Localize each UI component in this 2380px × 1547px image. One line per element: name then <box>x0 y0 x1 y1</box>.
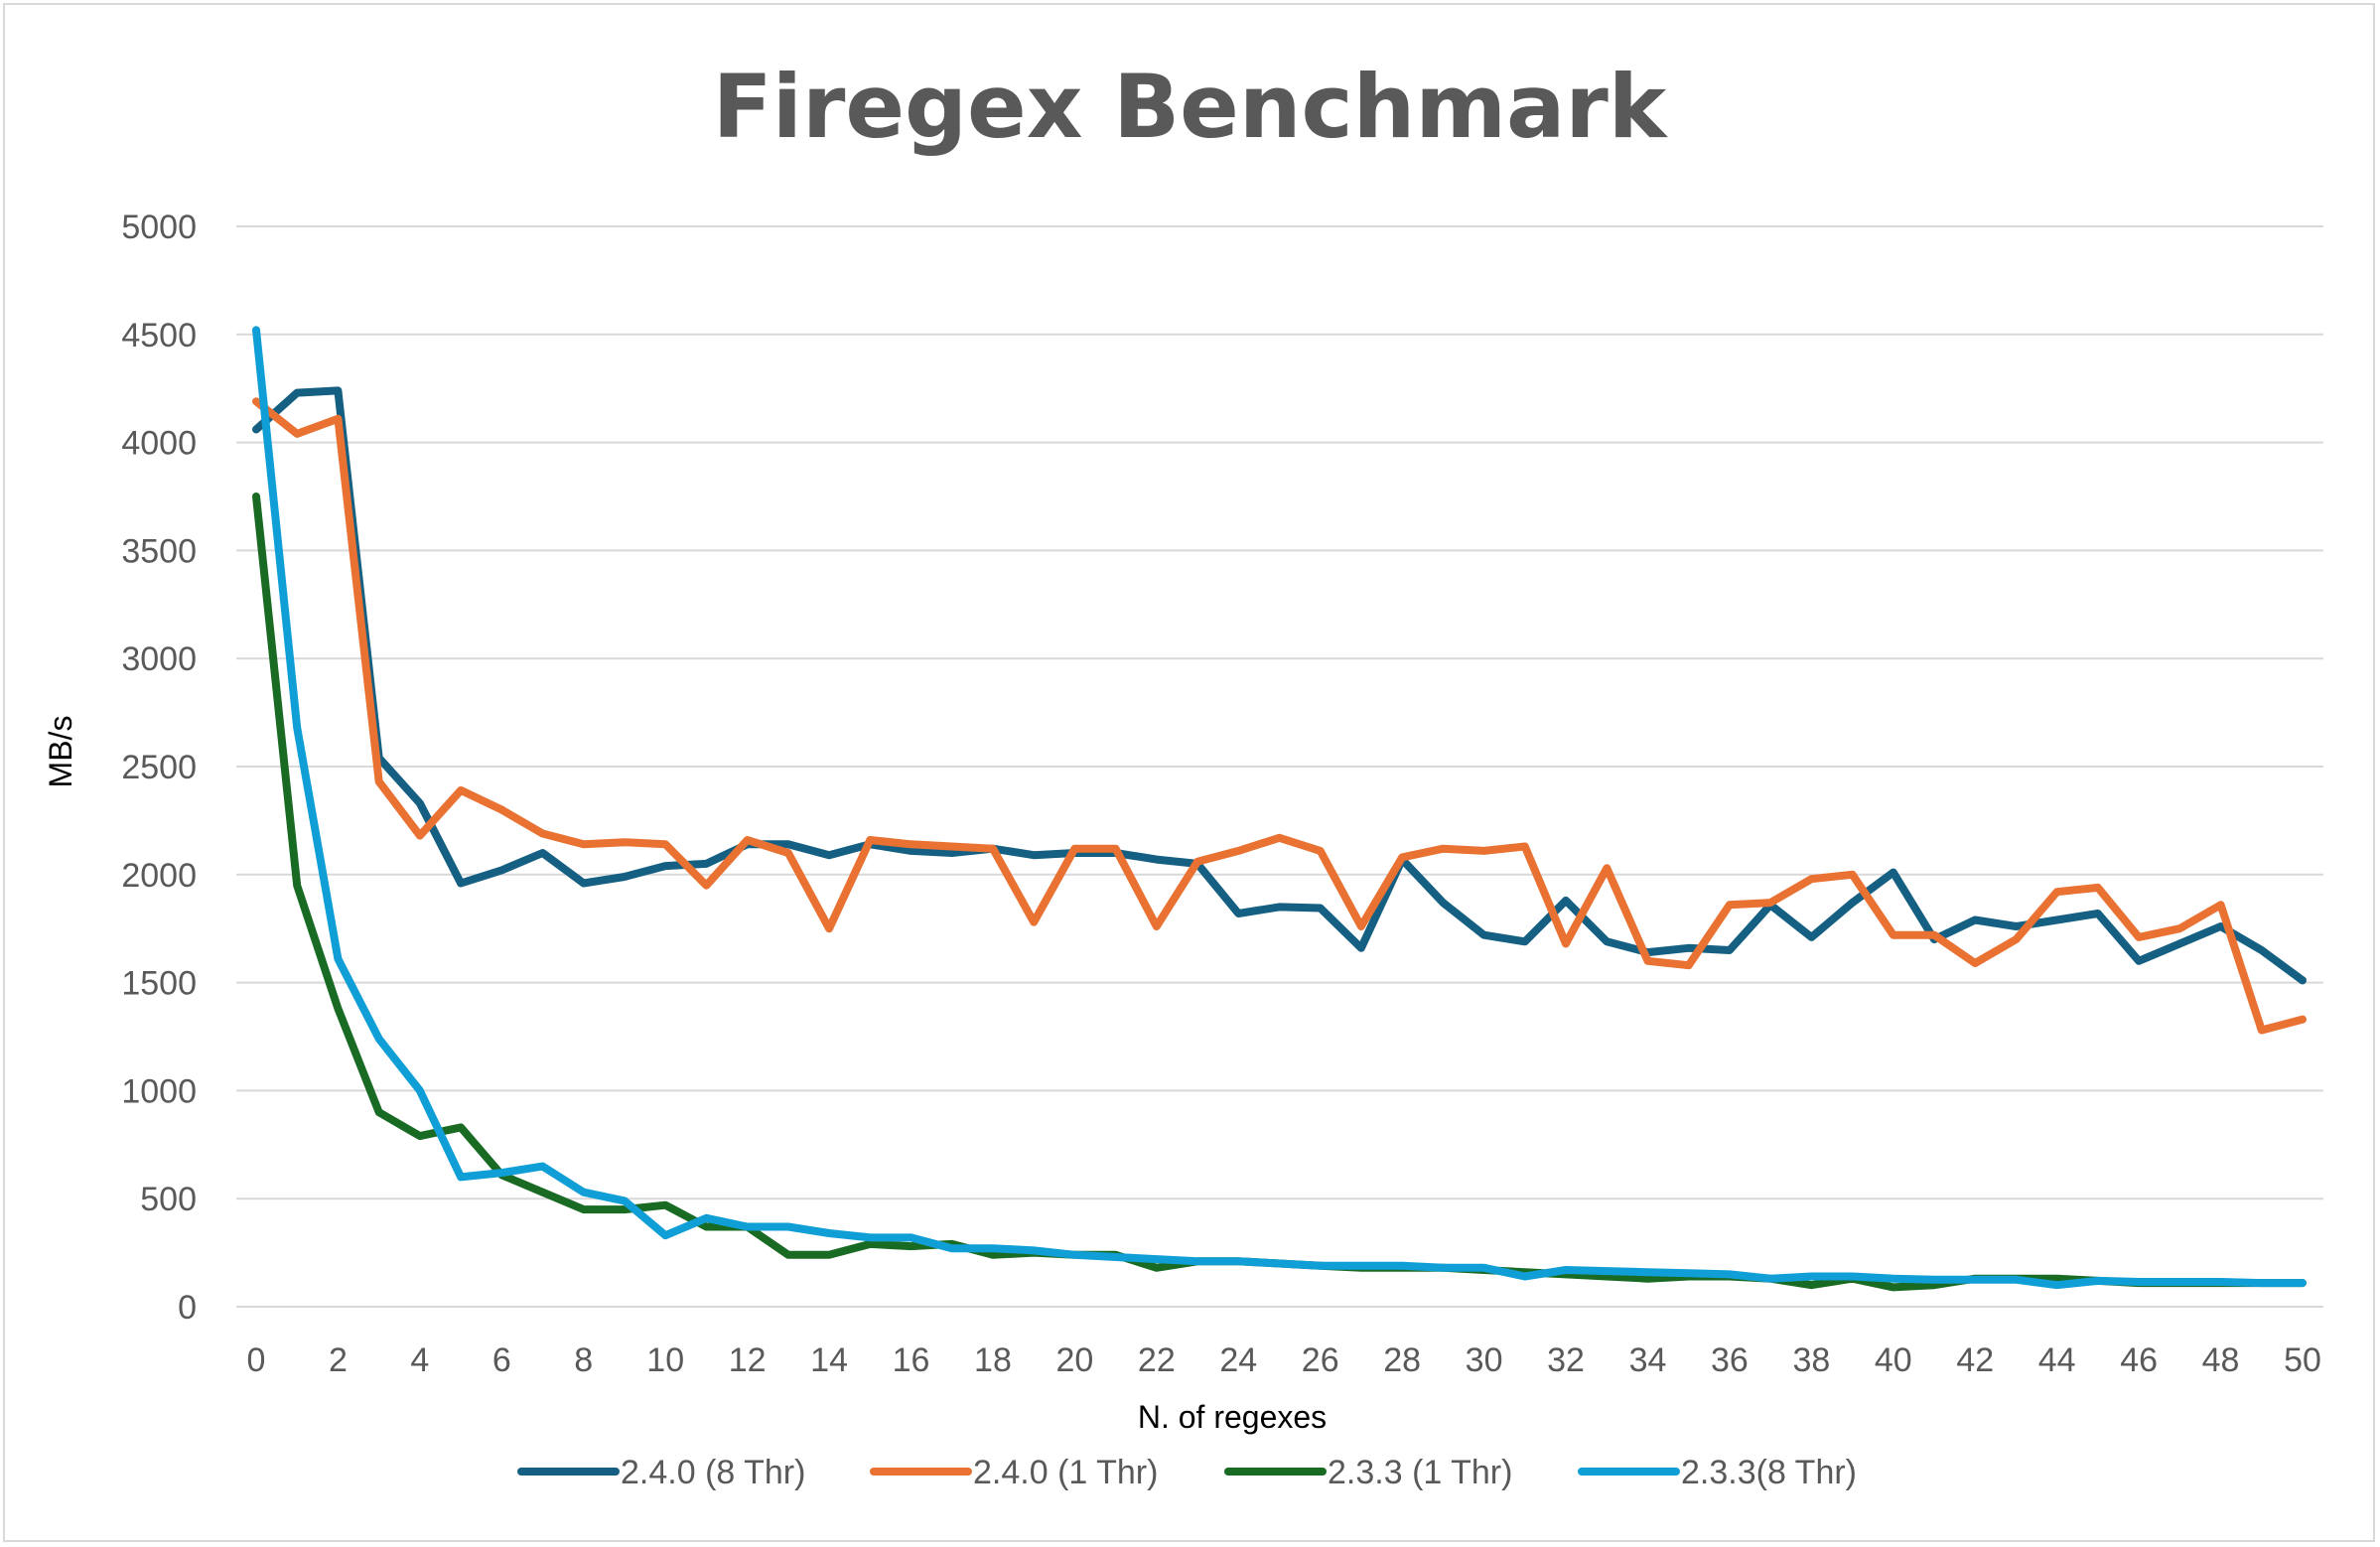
x-tick-label: 10 <box>646 1341 684 1379</box>
x-tick-label: 40 <box>1875 1341 1912 1379</box>
y-axis-title: MB/s <box>43 716 78 788</box>
series-line-0 <box>252 386 2307 985</box>
x-tick-label: 44 <box>2038 1341 2076 1379</box>
x-tick-label: 8 <box>574 1341 593 1379</box>
x-axis-title: N. of regexes <box>1138 1399 1327 1435</box>
legend-item: 2.3.3 (1 Thr) <box>1224 1454 1512 1491</box>
x-tick-label: 38 <box>1792 1341 1830 1379</box>
legend-label: 2.4.0 (8 Thr) <box>621 1454 805 1491</box>
x-tick-label: 24 <box>1219 1341 1257 1379</box>
x-tick-label: 32 <box>1547 1341 1585 1379</box>
y-tick-label: 5000 <box>121 209 197 246</box>
chart-frame <box>3 3 2375 1542</box>
gridlines <box>236 225 2323 1308</box>
y-tick-label: 500 <box>140 1181 197 1218</box>
x-tick-label: 2 <box>329 1341 348 1379</box>
x-tick-label: 12 <box>729 1341 767 1379</box>
legend-item: 2.4.0 (8 Thr) <box>517 1454 805 1491</box>
y-tick-labels: 0 500 1000 1500 2000 2500 3000 3500 4000 4500 5000 <box>121 209 197 1327</box>
x-tick-label: 14 <box>810 1341 848 1379</box>
y-tick-label: 4500 <box>121 317 197 354</box>
x-tick-label: 50 <box>2284 1341 2321 1379</box>
x-tick-label: 6 <box>492 1341 511 1379</box>
x-tick-label: 34 <box>1629 1341 1667 1379</box>
x-tick-label: 22 <box>1138 1341 1176 1379</box>
series-line-3 <box>252 326 2307 1290</box>
legend-label: 2.3.3(8 Thr) <box>1681 1454 1857 1491</box>
y-tick-label: 2500 <box>121 749 197 786</box>
x-tick-label: 30 <box>1466 1341 1503 1379</box>
legend-item: 2.3.3(8 Thr) <box>1578 1454 1857 1491</box>
x-tick-label: 48 <box>2202 1341 2240 1379</box>
x-tick-label: 42 <box>1956 1341 1994 1379</box>
legend-item: 2.4.0 (1 Thr) <box>870 1454 1158 1491</box>
chart-title: Firegex Benchmark <box>713 56 1669 158</box>
legend-label: 2.3.3 (1 Thr) <box>1328 1454 1512 1491</box>
y-tick-label: 3500 <box>121 532 197 570</box>
series-line-1 <box>252 397 2307 1035</box>
y-tick-label: 2000 <box>121 857 197 895</box>
x-tick-label: 4 <box>410 1341 429 1379</box>
y-tick-label: 4000 <box>121 425 197 463</box>
y-tick-label: 3000 <box>121 640 197 678</box>
x-tick-label: 46 <box>2120 1341 2158 1379</box>
x-tick-label: 36 <box>1711 1341 1749 1379</box>
y-tick-label: 0 <box>178 1289 197 1327</box>
legend: 2.4.0 (8 Thr) 2.4.0 (1 Thr) 2.3.3 (1 Thr) 2… <box>517 1454 1857 1491</box>
x-tick-label: 18 <box>974 1341 1012 1379</box>
x-tick-label: 28 <box>1383 1341 1421 1379</box>
x-tick-label: 26 <box>1302 1341 1339 1379</box>
legend-label: 2.4.0 (1 Thr) <box>973 1454 1158 1491</box>
series-line-2 <box>252 492 2307 1292</box>
x-tick-label: 0 <box>247 1341 266 1379</box>
series-lines <box>252 326 2307 1292</box>
x-tick-label: 16 <box>893 1341 930 1379</box>
x-tick-label: 20 <box>1055 1341 1093 1379</box>
x-tick-labels: 0 2 4 6 8 10 12 14 16 18 20 22 24 26 28 30 32 34 36 38 40 42 4… <box>247 1341 2321 1379</box>
y-tick-label: 1500 <box>121 965 197 1003</box>
y-tick-label: 1000 <box>121 1072 197 1110</box>
